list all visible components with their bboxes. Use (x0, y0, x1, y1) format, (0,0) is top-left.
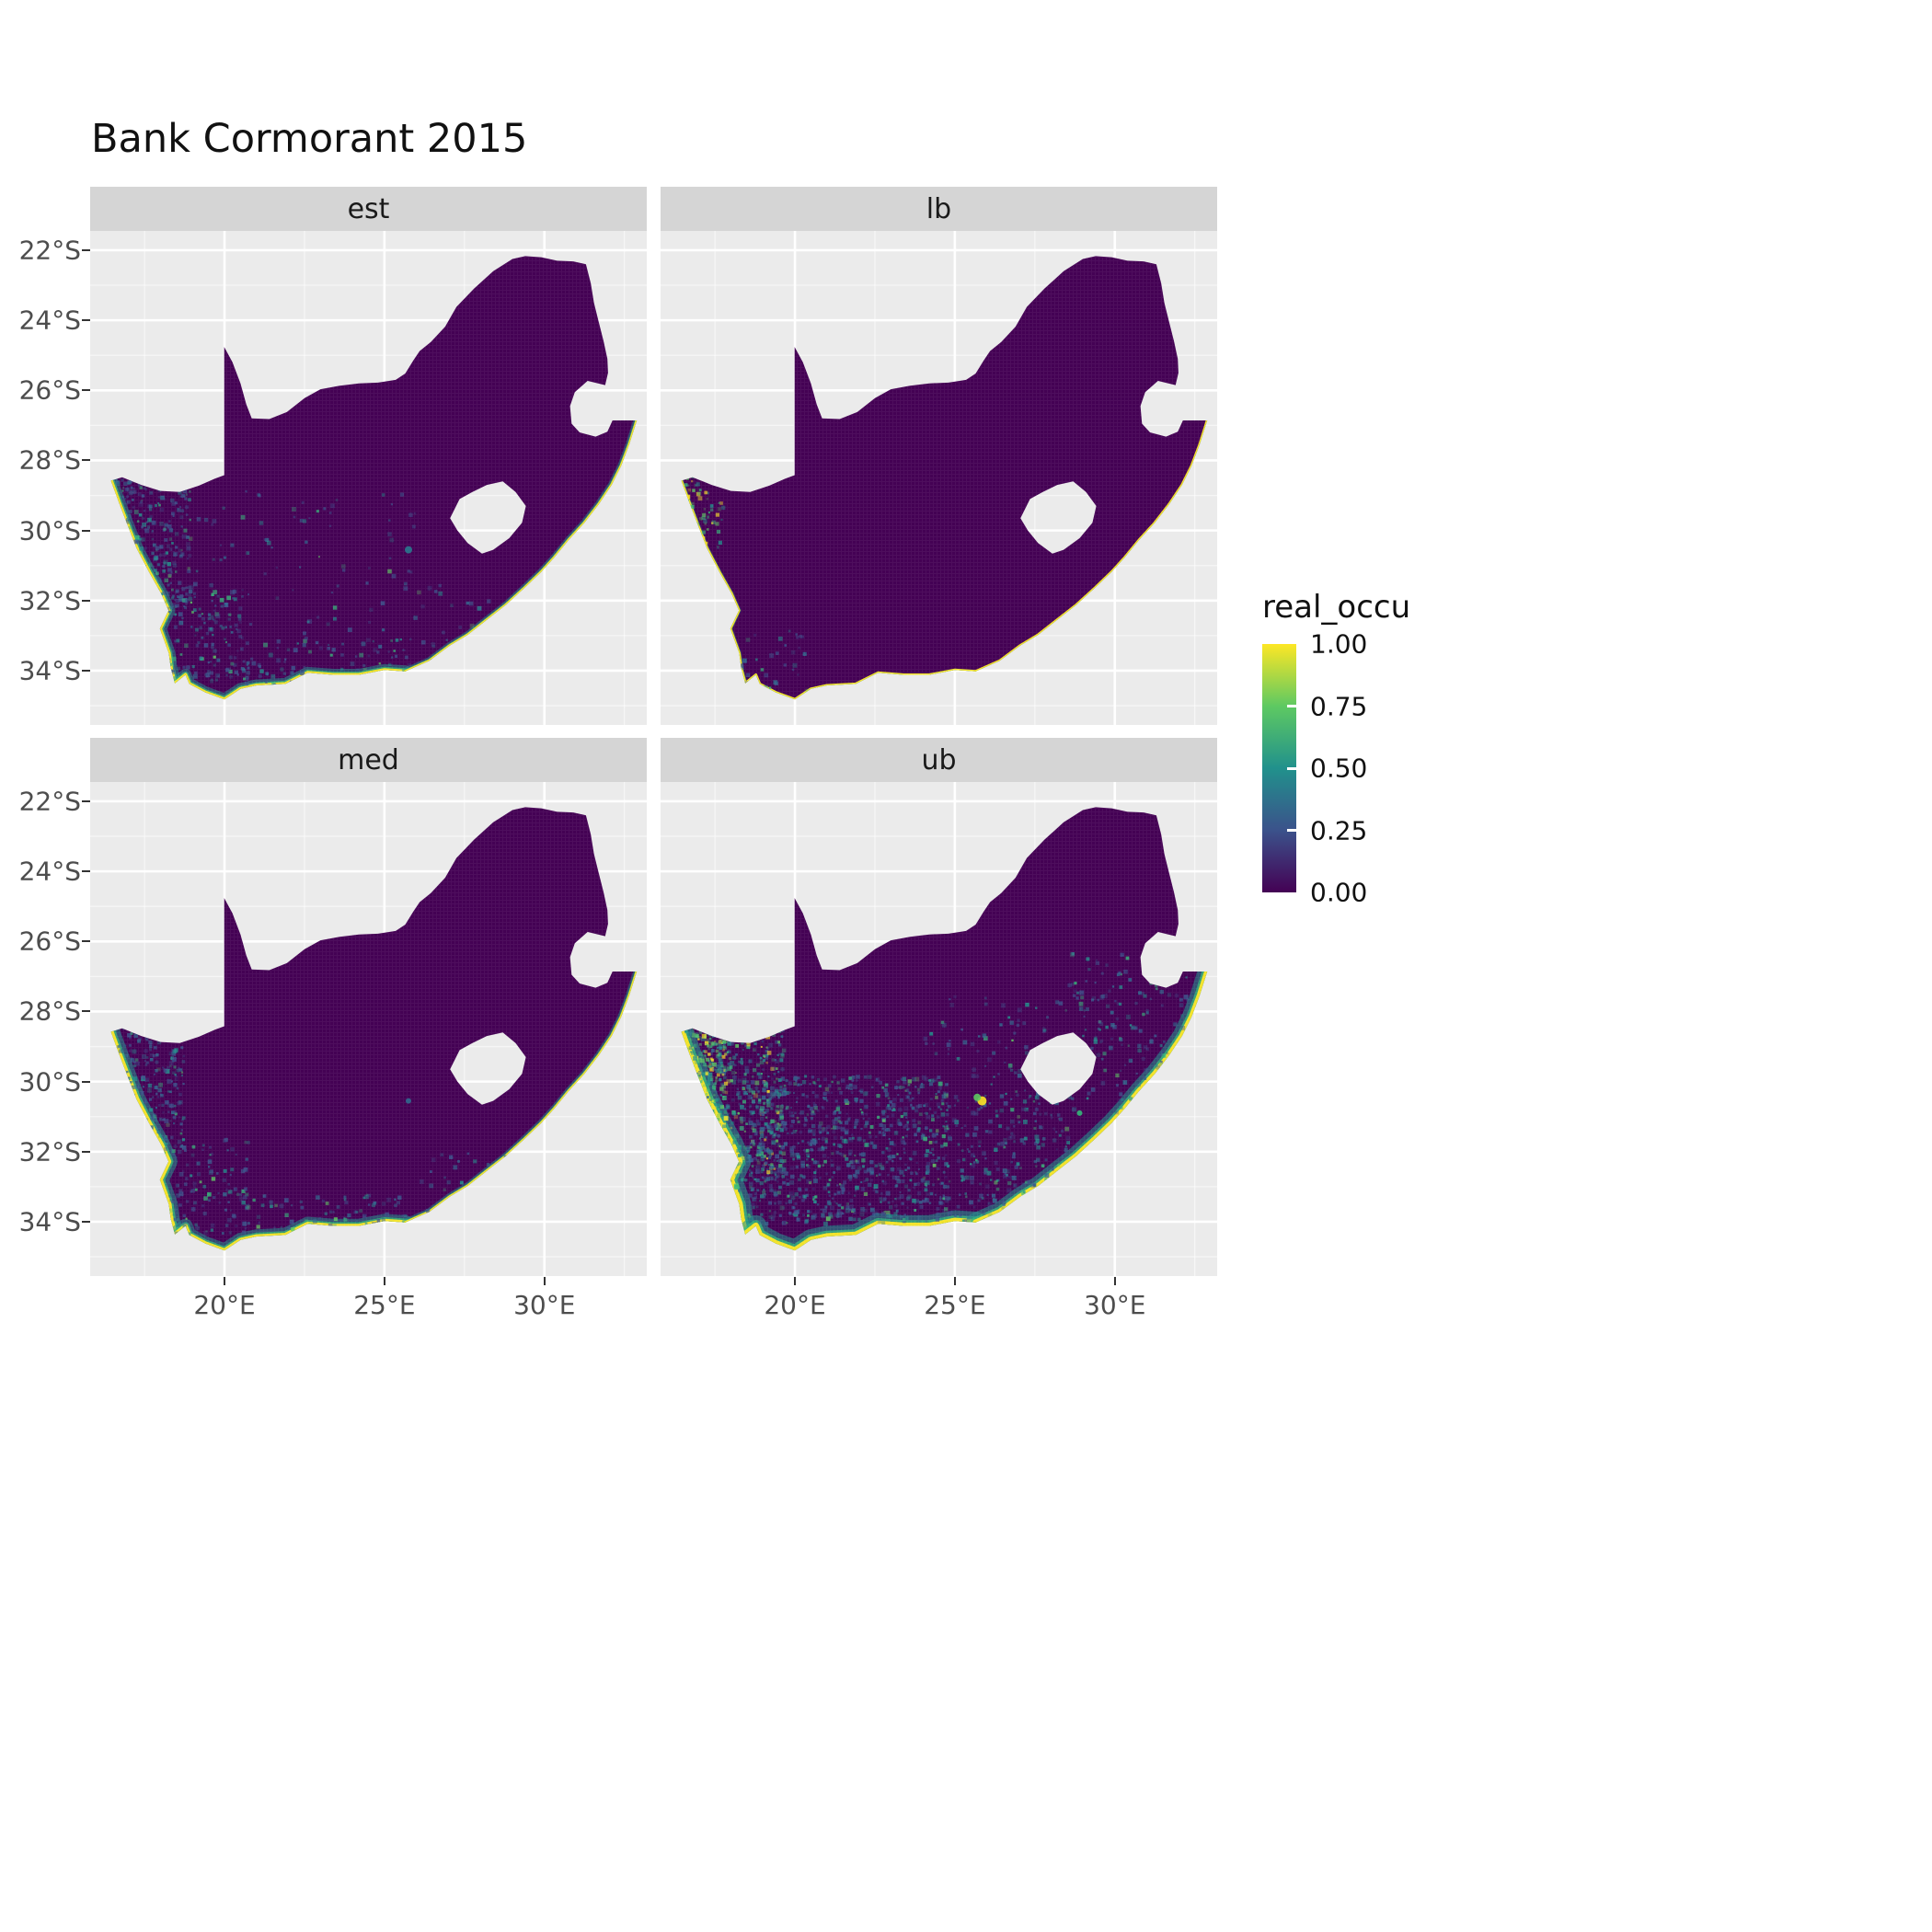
y-tick-label: 22°S (18, 235, 81, 266)
x-tick-label: 20°E (764, 1290, 826, 1320)
legend-tick-label: 0.75 (1310, 691, 1368, 721)
x-tick-mark (794, 1277, 797, 1285)
legend-tick-mark (1287, 829, 1296, 832)
y-tick-mark (82, 1080, 90, 1083)
y-tick-mark (82, 1010, 90, 1013)
legend-tick-label: 1.00 (1310, 628, 1368, 660)
x-tick-label: 30°E (1084, 1290, 1146, 1320)
y-tick-label: 26°S (18, 374, 81, 406)
map-panel-lb (661, 231, 1217, 725)
y-tick-label: 26°S (18, 926, 81, 957)
legend-tick-label: 0.00 (1310, 877, 1368, 908)
y-tick-label: 30°S (18, 515, 81, 546)
map-panel-ub (661, 782, 1217, 1276)
x-tick-label: 30°E (513, 1290, 576, 1320)
y-tick-mark (82, 669, 90, 672)
map-svg-ub (661, 782, 1217, 1276)
x-tick-label: 20°E (193, 1290, 256, 1320)
y-tick-mark (82, 319, 90, 322)
facet-strip-med: med (90, 738, 647, 782)
legend-tick-mark (1287, 766, 1296, 770)
y-tick-label: 22°S (18, 786, 81, 817)
map-panel-med (90, 782, 647, 1276)
y-tick-mark (82, 459, 90, 462)
x-tick-mark (224, 1277, 226, 1285)
facet-strip-lb: lb (661, 187, 1217, 231)
legend-title: real_occu (1262, 589, 1411, 626)
x-tick-label: 25°E (353, 1290, 416, 1320)
y-tick-label: 28°S (18, 444, 81, 476)
facet-strip-est: est (90, 187, 647, 231)
legend: real_occu 1.00 0.75 0.50 0.25 0.00 (1259, 589, 1443, 938)
y-tick-mark (82, 1150, 90, 1153)
y-tick-label: 24°S (18, 305, 81, 336)
y-tick-label: 24°S (18, 856, 81, 887)
y-tick-mark (82, 529, 90, 532)
legend-tick-label: 0.25 (1310, 815, 1368, 845)
x-tick-label: 25°E (924, 1290, 986, 1320)
map-svg-lb (661, 231, 1217, 725)
y-tick-mark (82, 248, 90, 251)
facet-strip-ub: ub (661, 738, 1217, 782)
y-tick-mark (82, 599, 90, 602)
map-svg-med (90, 782, 647, 1276)
y-tick-label: 32°S (18, 1136, 81, 1167)
legend-tick-mark (1287, 705, 1296, 707)
x-tick-mark (1113, 1277, 1116, 1285)
y-tick-label: 30°S (18, 1066, 81, 1098)
x-tick-mark (953, 1277, 956, 1285)
map-panel-est (90, 231, 647, 725)
map-svg-est (90, 231, 647, 725)
y-tick-mark (82, 799, 90, 802)
y-tick-mark (82, 389, 90, 392)
page-title: Bank Cormorant 2015 (91, 116, 528, 162)
y-tick-label: 34°S (18, 1206, 81, 1237)
x-tick-mark (383, 1277, 385, 1285)
y-tick-label: 32°S (18, 585, 81, 616)
y-tick-mark (82, 940, 90, 943)
legend-tick-label: 0.50 (1310, 753, 1368, 784)
y-tick-label: 34°S (18, 655, 81, 686)
y-tick-label: 28°S (18, 995, 81, 1027)
y-tick-mark (82, 870, 90, 873)
y-tick-mark (82, 1220, 90, 1223)
x-tick-mark (543, 1277, 546, 1285)
